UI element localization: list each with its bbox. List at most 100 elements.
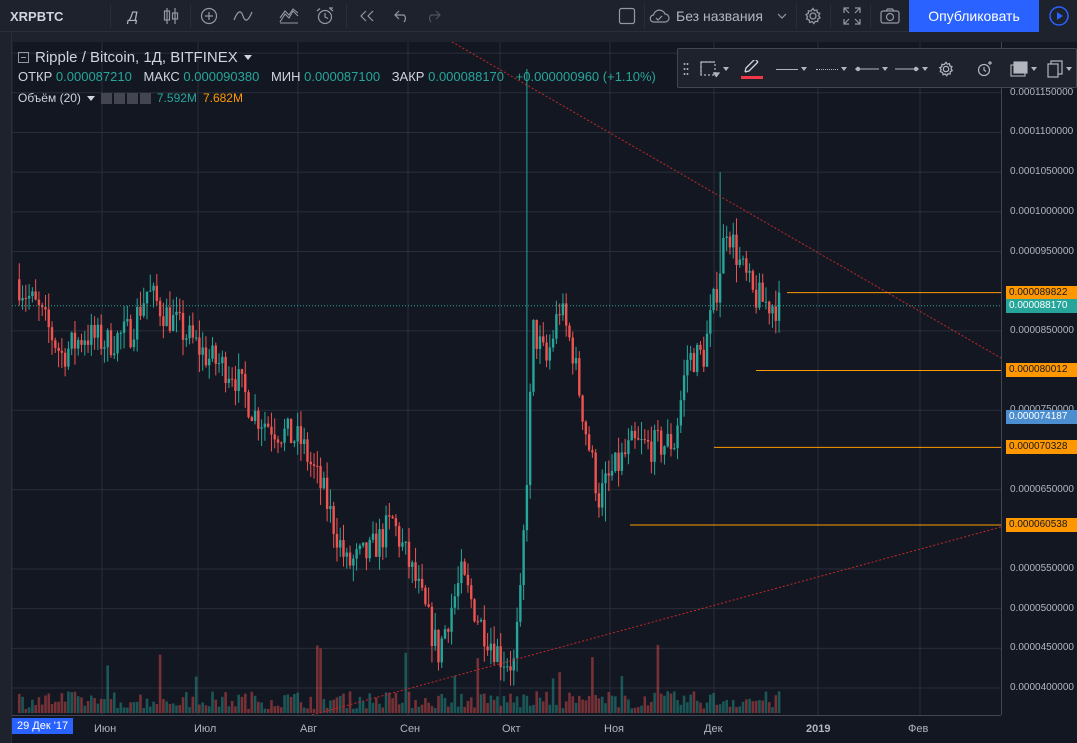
volume-bar (17, 693, 21, 713)
volume-bar (83, 705, 87, 713)
price-scale[interactable]: 0.00012000000.00011500000.00011000000.00… (1001, 42, 1077, 715)
collapse-legend-icon[interactable] (18, 52, 29, 63)
replay-icon[interactable] (350, 0, 384, 32)
chart-pane[interactable] (12, 42, 1001, 715)
volume-bar (194, 676, 198, 713)
volume-bar (27, 707, 31, 713)
candles-icon[interactable] (154, 0, 188, 32)
volume-label: Объём (20) (18, 91, 81, 105)
candle-body (430, 606, 434, 646)
redo-icon[interactable] (418, 0, 448, 32)
gear-icon[interactable] (113, 92, 125, 104)
background-icon[interactable] (696, 49, 732, 89)
candle-body (522, 530, 525, 586)
candle-body (109, 330, 113, 356)
candle-body (283, 428, 286, 443)
volume-bar (774, 695, 778, 713)
volume-bar (21, 696, 24, 713)
candle-body (614, 452, 617, 472)
volume-bar (777, 691, 781, 713)
visibility-icon[interactable] (1006, 49, 1040, 89)
candle-body (322, 477, 326, 489)
time-scale[interactable]: 29 Дек '17 Июн Июл Авг Сен Окт Ноя Дек 2019 Фев (12, 715, 1001, 743)
price-level-badge[interactable]: 0.000074187 (1006, 409, 1077, 424)
alert-icon[interactable] (308, 0, 342, 32)
plus-icon[interactable] (126, 92, 138, 104)
publish-button[interactable]: Опубликовать (909, 0, 1039, 32)
price-level-badge[interactable]: 0.000080012 (1006, 363, 1077, 378)
line-end-icon[interactable] (892, 49, 930, 89)
settings-icon[interactable] (798, 0, 828, 32)
eye-icon[interactable] (100, 92, 112, 104)
candle-body (77, 340, 80, 349)
add-indicator-icon[interactable] (192, 0, 226, 32)
drag-handle-icon[interactable] (680, 49, 692, 89)
candle-body (722, 237, 725, 274)
candle-body (119, 332, 122, 334)
candle-body (172, 314, 175, 331)
candle-body (538, 336, 542, 349)
fullscreen-toggle-icon[interactable] (612, 0, 642, 32)
volume-legend[interactable]: Объём (20) 7.592M 7.682M (18, 91, 243, 105)
price-level-badge[interactable]: 0.000070328 (1006, 440, 1077, 455)
price-chart[interactable] (12, 42, 1001, 715)
candle-body (627, 440, 630, 455)
volume-bar (142, 708, 146, 713)
volume-bar (381, 707, 385, 713)
series-legend[interactable]: Ripple / Bitcoin, 1Д, BITFINEX (18, 49, 252, 66)
symbol-search-button[interactable]: XRPBTC (10, 8, 64, 24)
volume-bar (548, 704, 552, 713)
price-level-badge[interactable]: 0.000089822 (1006, 285, 1077, 300)
volume-bar (748, 698, 751, 713)
low-value: 0.000087100 (304, 69, 381, 84)
template-icon[interactable] (970, 49, 1000, 89)
clone-icon[interactable] (1042, 49, 1076, 89)
price-level-badge[interactable]: 0.000060538 (1006, 518, 1077, 533)
candle-body (21, 298, 24, 301)
chevron-down-icon[interactable] (86, 95, 95, 101)
volume-bar (604, 703, 607, 713)
fullscreen-icon[interactable] (836, 0, 868, 32)
candle-body (591, 450, 594, 453)
undo-icon[interactable] (386, 0, 418, 32)
chevron-down-icon[interactable] (243, 55, 252, 60)
candle-body (473, 599, 476, 622)
line-style-icon[interactable] (812, 49, 850, 89)
candle-body (325, 477, 329, 510)
volume-bar (352, 708, 355, 713)
price-tick-label: 0.0001000000 (1010, 205, 1074, 217)
pencil-color-icon[interactable] (736, 49, 768, 89)
line-width-icon[interactable] (772, 49, 810, 89)
templates-icon[interactable] (272, 0, 306, 32)
toolbar-divider (830, 4, 831, 28)
stream-icon[interactable] (1040, 0, 1077, 32)
candle-body (391, 516, 394, 519)
layout-name-button[interactable]: Без названия (648, 0, 794, 32)
volume-bar (578, 695, 581, 713)
candle-body (273, 434, 276, 440)
chart-top-strip (12, 32, 1077, 42)
volume-bar (129, 702, 132, 713)
price-level-badge[interactable]: 0.000088170 (1006, 298, 1077, 313)
candle-body (129, 318, 132, 348)
volume-bar (374, 697, 378, 713)
interval-button[interactable]: Д (128, 8, 138, 24)
volume-bar (306, 708, 309, 713)
candle-body (732, 234, 735, 248)
drawing-toolbar[interactable] (677, 48, 1077, 88)
volume-ma-value: 7.682M (202, 91, 243, 105)
volume-bar (240, 696, 244, 713)
candle-body (411, 562, 414, 567)
indicator-templates-icon[interactable] (226, 0, 260, 32)
volume-bar (158, 654, 162, 713)
volume-bar (34, 705, 37, 713)
candle-body (237, 369, 240, 391)
volume-bar (646, 705, 650, 713)
volume-bar (302, 707, 306, 713)
line-start-icon[interactable] (852, 49, 890, 89)
volume-bar (44, 695, 47, 713)
snapshot-icon[interactable] (874, 0, 906, 32)
candle-body (348, 552, 352, 566)
gear-icon[interactable] (932, 49, 960, 89)
close-icon[interactable] (139, 92, 151, 104)
